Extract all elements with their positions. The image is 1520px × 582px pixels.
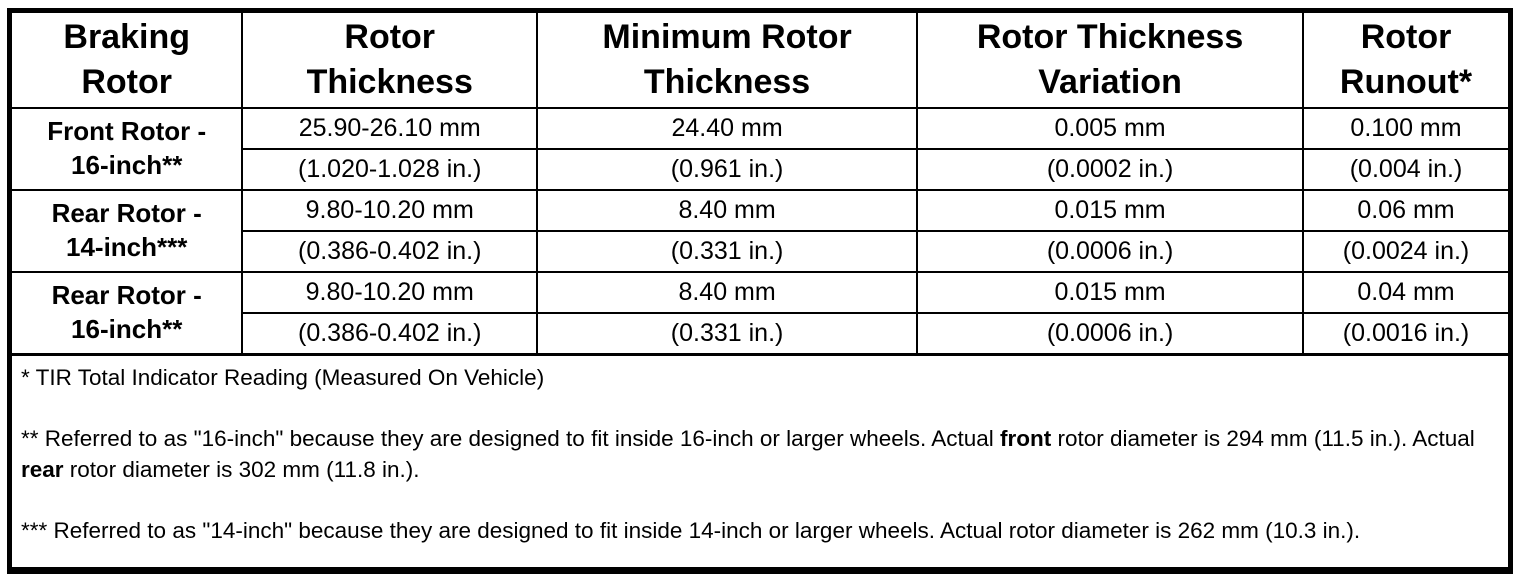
table-cell: (0.386-0.402 in.)	[242, 312, 539, 356]
row-rear-14-in: (0.386-0.402 in.) (0.331 in.) (0.0006 in…	[12, 230, 1508, 273]
spec-table-frame: Braking Rotor Rotor Thickness Minimum Ro…	[7, 8, 1513, 574]
table-cell: 8.40 mm	[536, 189, 919, 232]
row-front-16-mm: Front Rotor - 16-inch** 25.90-26.10 mm 2…	[12, 107, 1508, 191]
column-header-rotor-runout: Rotor Runout*	[1302, 13, 1508, 109]
table-cell: 0.100 mm	[1302, 107, 1508, 150]
table-body: Front Rotor - 16-inch** 25.90-26.10 mm 2…	[12, 107, 1508, 356]
column-header-minimum-rotor-thickness: Minimum Rotor Thickness	[536, 13, 919, 109]
table-header: Braking Rotor Rotor Thickness Minimum Ro…	[12, 13, 1508, 109]
table-cell: 0.015 mm	[916, 189, 1305, 232]
footnote-16-bold-rear: rear	[21, 457, 64, 483]
table-cell: (0.0024 in.)	[1302, 230, 1508, 273]
footnote-16-bold-front: front	[1000, 426, 1052, 452]
table-cell: 8.40 mm	[536, 271, 919, 314]
header-row: Braking Rotor Rotor Thickness Minimum Ro…	[12, 13, 1508, 109]
table-cell: (0.0006 in.)	[916, 312, 1305, 356]
footnote-16-text-pre: ** Referred to as "16-inch" because they…	[21, 426, 1001, 452]
table-cell: (0.331 in.)	[536, 230, 919, 273]
rotor-spec-table: Braking Rotor Rotor Thickness Minimum Ro…	[12, 13, 1508, 356]
table-cell: 0.04 mm	[1302, 271, 1508, 314]
row-label-rear-rotor-14: Rear Rotor - 14-inch***	[12, 189, 244, 273]
table-cell: 0.06 mm	[1302, 189, 1508, 232]
table-cell: (0.386-0.402 in.)	[242, 230, 539, 273]
footnote-14-inch: *** Referred to as "14-inch" because the…	[21, 518, 1361, 544]
table-cell: 9.80-10.20 mm	[241, 189, 539, 232]
footnote-16-inch: ** Referred to as "16-inch" because they…	[21, 423, 1499, 485]
table-cell: 0.005 mm	[916, 107, 1305, 150]
table-cell: 25.90-26.10 mm	[241, 107, 539, 150]
table-cell: (0.0016 in.)	[1302, 312, 1508, 356]
footnotes-section: * TIR Total Indicator Reading (Measured …	[12, 356, 1508, 567]
table-cell: (0.0006 in.)	[916, 230, 1305, 273]
row-rear-14-mm: Rear Rotor - 14-inch*** 9.80-10.20 mm 8.…	[12, 189, 1508, 273]
column-header-rotor-thickness-variation: Rotor Thickness Variation	[916, 13, 1305, 109]
table-cell: (1.020-1.028 in.)	[242, 148, 539, 191]
table-cell: 0.015 mm	[916, 271, 1305, 314]
table-cell: 9.80-10.20 mm	[241, 271, 539, 314]
table-cell: (0.331 in.)	[536, 312, 919, 356]
row-front-16-in: (1.020-1.028 in.) (0.961 in.) (0.0002 in…	[12, 148, 1508, 191]
table-cell: (0.004 in.)	[1302, 148, 1508, 191]
table-cell: (0.961 in.)	[536, 148, 919, 191]
footnote-tir: * TIR Total Indicator Reading (Measured …	[21, 365, 545, 390]
row-rear-16-mm: Rear Rotor - 16-inch** 9.80-10.20 mm 8.4…	[12, 271, 1508, 356]
table-cell: (0.0002 in.)	[916, 148, 1305, 191]
footnote-16-text-post: rotor diameter is 302 mm (11.8 in.).	[63, 457, 420, 483]
table-cell: 24.40 mm	[536, 107, 919, 150]
row-label-front-rotor-16: Front Rotor - 16-inch**	[12, 107, 244, 191]
column-header-braking-rotor: Braking Rotor	[12, 13, 244, 109]
row-label-rear-rotor-16: Rear Rotor - 16-inch**	[12, 271, 244, 356]
footnote-16-text-mid: rotor diameter is 294 mm (11.5 in.). Act…	[1051, 426, 1475, 452]
column-header-rotor-thickness: Rotor Thickness	[241, 13, 539, 109]
row-rear-16-in: (0.386-0.402 in.) (0.331 in.) (0.0006 in…	[12, 312, 1508, 356]
